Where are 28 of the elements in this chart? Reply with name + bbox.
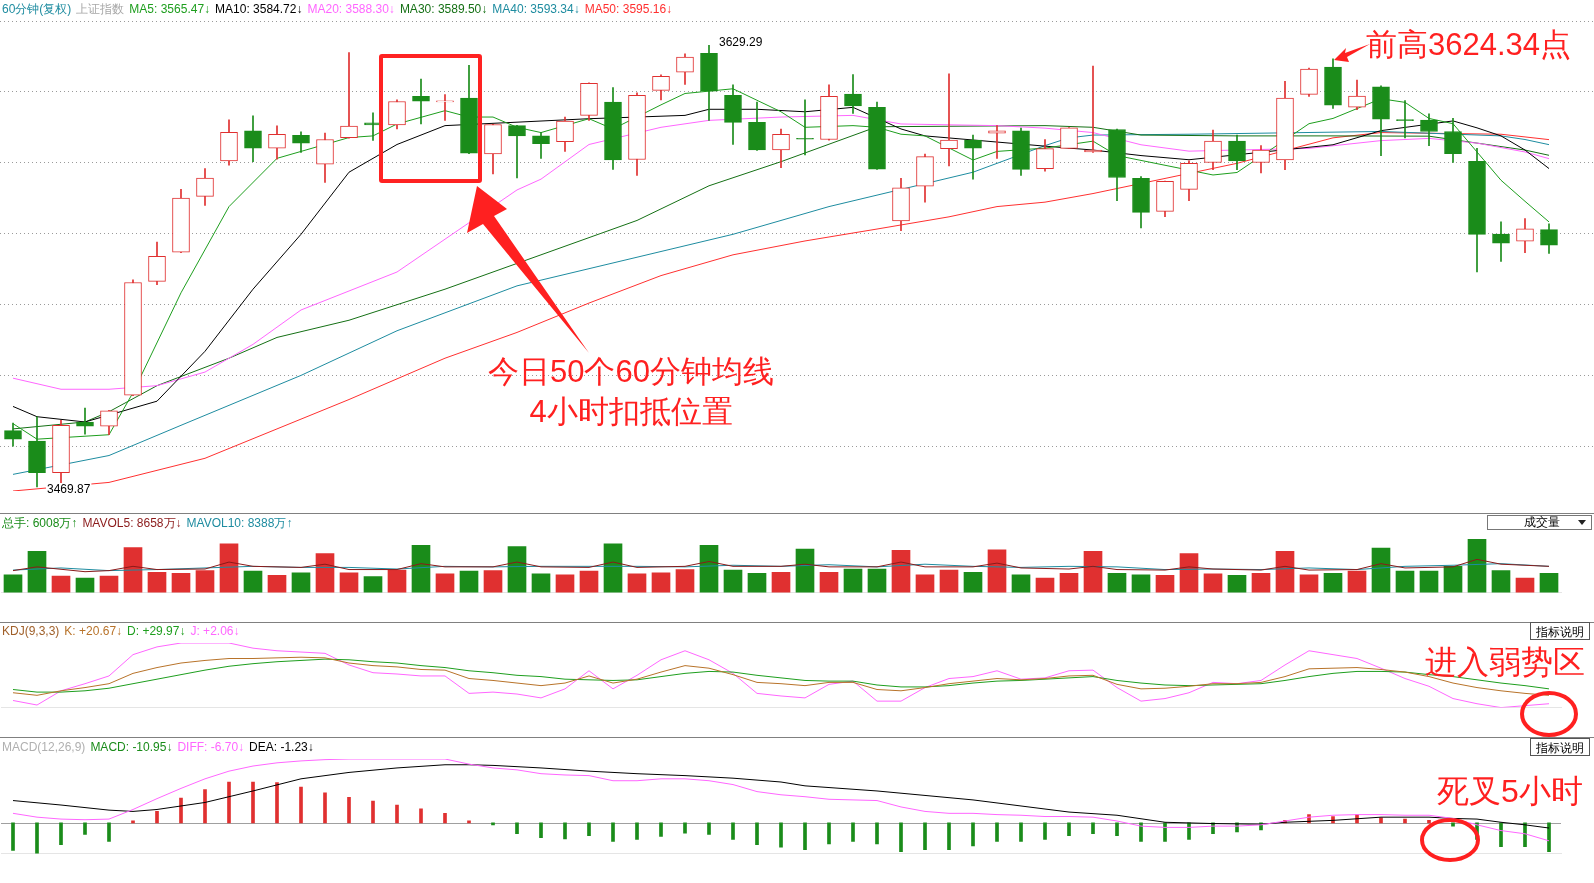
- text: MAVOL5: 8658万↓: [82, 516, 182, 530]
- text: 指标说明: [1530, 622, 1590, 640]
- annotation: 前高3624.34点: [1366, 27, 1572, 62]
- text: D: +29.97↓: [127, 624, 186, 638]
- annotation: 3469.87: [47, 482, 91, 497]
- chart-title: MACD(12,26,9): [2, 740, 86, 754]
- text: MACD: -10.95↓: [90, 740, 173, 754]
- annotation: 3629.29: [719, 35, 763, 50]
- chart-subtitle: 上证指数: [76, 2, 125, 16]
- series-label: J: +2.06↓: [190, 624, 240, 638]
- text: MA50: 3595.16↓: [584, 2, 673, 16]
- text: MAVOL10: 8388万↑: [186, 516, 293, 530]
- text: 总手: 6008万↑: [2, 516, 78, 530]
- chart-title: 60分钟(复权): [2, 2, 72, 16]
- annotation: 进入弱势区: [1425, 644, 1585, 680]
- text: MA10: 3584.72↓: [215, 2, 303, 16]
- text: MA30: 3589.50↓: [399, 2, 488, 16]
- series-label: DEA: -1.23↓: [249, 740, 314, 754]
- text: 指标说明: [1530, 738, 1590, 756]
- chart-title: KDJ(9,3,3): [2, 624, 60, 638]
- text: 成交量: [1524, 515, 1560, 529]
- text: K: +20.67↓: [64, 624, 123, 638]
- text: MA5: 3565.47↓: [129, 2, 211, 16]
- annotation: 死叉5小时: [1437, 773, 1583, 809]
- annotation: 今日50个60分钟均线 4小时扣抵位置: [487, 353, 775, 431]
- text: MA20: 3588.30↓: [307, 2, 395, 16]
- series-label: DIFF: -6.70↓: [177, 740, 245, 754]
- text: MA40: 3593.34↓: [492, 2, 580, 16]
